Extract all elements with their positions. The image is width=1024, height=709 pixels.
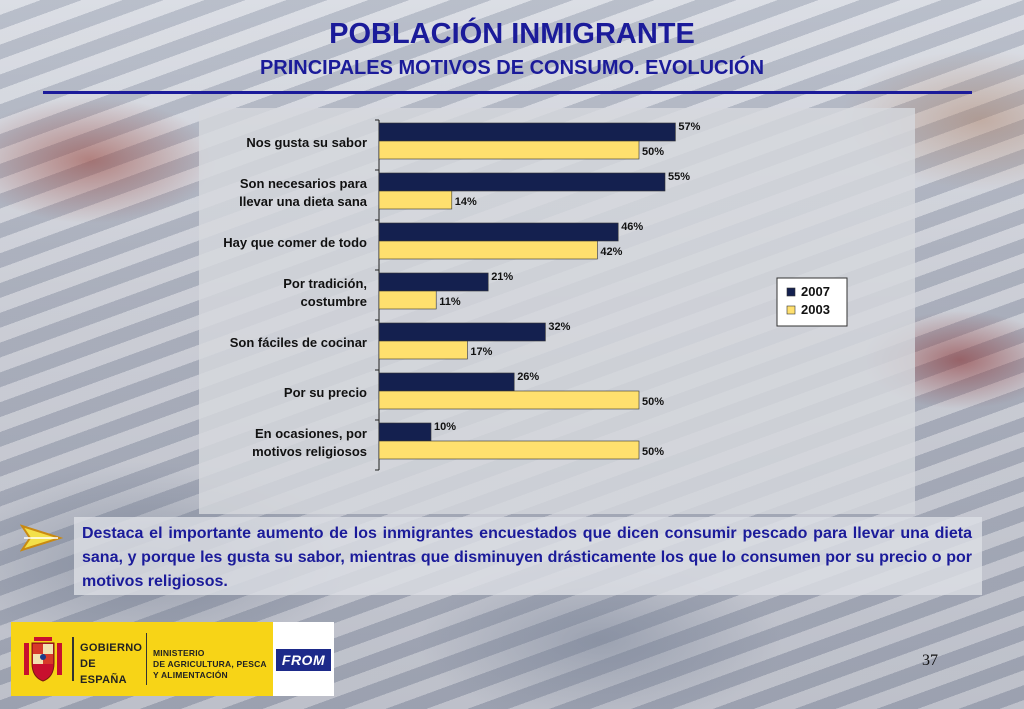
data-label-2007: 46% (621, 221, 643, 233)
bar-2007 (378, 422, 432, 442)
bar-2007 (378, 222, 619, 242)
data-label-2003: 50% (642, 146, 664, 158)
bar-2003 (378, 140, 640, 160)
government-label: GOBIERNO DE ESPAÑA (80, 640, 142, 688)
category-label: Hay que comer de todo (223, 235, 367, 250)
government-line-1: GOBIERNO (80, 642, 143, 654)
arrow-right-icon (20, 524, 64, 552)
note-box (74, 517, 982, 595)
note-text: Destaca el importante aumento de los inm… (82, 525, 972, 590)
data-label-2003: 42% (600, 246, 622, 258)
legend-swatch-2007 (786, 287, 796, 297)
data-label-2007: 57% (678, 121, 700, 133)
bar-2007 (378, 172, 666, 192)
bar-2003 (378, 390, 640, 410)
bar-2003 (378, 240, 598, 260)
ministry-line-2: DE AGRICULTURA, PESCA (153, 659, 267, 669)
ministry-divider (146, 633, 147, 685)
bar-2003 (378, 190, 453, 210)
data-label-2007: 21% (491, 271, 513, 283)
ministry-line-1: MINISTERIO (153, 648, 205, 658)
category-label: En ocasiones, por motivos religiosos (252, 426, 367, 459)
category-label: Son necesarios para llevar una dieta sana (239, 176, 368, 209)
bar-2003 (378, 290, 437, 310)
page-number: 37 (922, 652, 938, 669)
legend-label-2003: 2003 (801, 302, 830, 317)
title-divider (43, 91, 972, 94)
legend-swatch-2003 (786, 305, 796, 315)
legend-box (776, 277, 848, 327)
data-label-2007: 26% (517, 371, 539, 383)
bar-2007 (378, 272, 489, 292)
page-title: POBLACIÓN INMIGRANTE (329, 18, 695, 50)
category-label: Son fáciles de cocinar (230, 335, 367, 350)
chart-panel: Nos gusta su sabor 57% 50% Son necesarios p… (199, 108, 915, 514)
data-label-2003: 17% (470, 346, 492, 358)
from-logo: FROM (276, 649, 331, 671)
ministry-line-3: Y ALIMENTACIÓN (153, 670, 228, 680)
data-label-2003: 11% (439, 296, 461, 308)
data-label-2003: 14% (455, 196, 477, 208)
ministry-label: MINISTERIO DE AGRICULTURA, PESCA Y ALIME… (153, 648, 271, 681)
data-label-2003: 50% (642, 396, 664, 408)
data-label-2007: 55% (668, 171, 690, 183)
government-logo-band (11, 622, 273, 696)
category-label: Por tradición, costumbre (283, 276, 367, 309)
bar-chart: Nos gusta su sabor 57% 50% Son necesarios p… (223, 119, 848, 471)
category-label: Por su precio (284, 385, 367, 400)
bar-2003 (378, 340, 468, 360)
bar-2007 (378, 322, 546, 342)
spanish-coat-of-arms-icon (24, 637, 62, 682)
bar-2007 (378, 372, 515, 392)
data-label-2007: 10% (434, 421, 456, 433)
government-line-2: DE ESPAÑA (80, 658, 127, 686)
logo-divider (72, 637, 74, 681)
data-label-2003: 50% (642, 446, 664, 458)
bar-2003 (378, 440, 640, 460)
page-subtitle: PRINCIPALES MOTIVOS DE CONSUMO. EVOLUCIÓ… (259, 57, 765, 79)
bar-2007 (378, 122, 676, 142)
legend-label-2007: 2007 (801, 284, 830, 299)
category-label: Nos gusta su sabor (246, 135, 367, 150)
data-label-2007: 32% (548, 321, 570, 333)
